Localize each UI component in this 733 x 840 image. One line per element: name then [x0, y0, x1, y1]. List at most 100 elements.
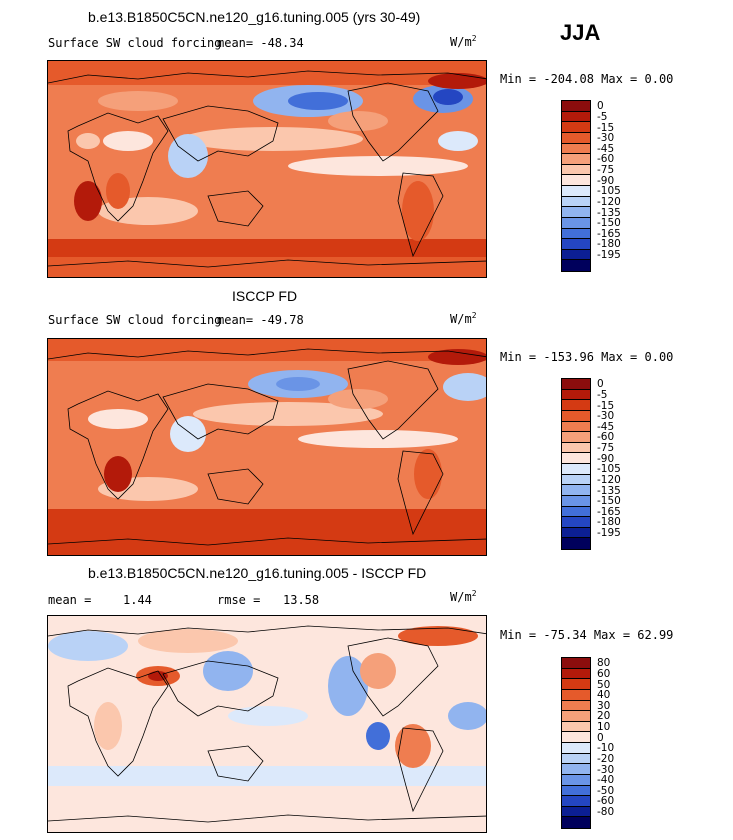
- colorbar-swatch: [562, 668, 590, 680]
- panel1-subtitle: Surface SW cloud forcing: [48, 36, 222, 50]
- colorbar-swatch: [562, 679, 590, 690]
- colorbar-tick-label: 0: [597, 378, 604, 391]
- panel2-minmax: Min = -153.96 Max = 0.00: [500, 350, 674, 364]
- colorbar-swatch: [562, 774, 590, 786]
- colorbar-swatch: [562, 700, 590, 712]
- colorbar-swatch: [562, 658, 590, 669]
- colorbar-swatch: [562, 111, 590, 123]
- colorbar-swatch: [562, 101, 590, 112]
- panel3-mean-value: 1.44: [123, 593, 152, 607]
- colorbar-swatch: [562, 732, 590, 743]
- colorbar-swatch: [562, 711, 590, 722]
- colorbar-swatch: [562, 379, 590, 390]
- colorbar-tick-label: -120: [597, 473, 621, 486]
- colorbar-swatch: [562, 764, 590, 775]
- colorbar-tick-label: -120: [597, 195, 621, 208]
- colorbar-swatch: [562, 464, 590, 475]
- colorbar-tick-label: -50: [597, 784, 615, 797]
- colorbar-swatch: [562, 217, 590, 229]
- panel1-mean: mean= -48.34: [217, 36, 304, 50]
- colorbar-tick-label: -40: [597, 774, 615, 787]
- colorbar-tick-label: -15: [597, 399, 615, 412]
- colorbar-swatch: [562, 389, 590, 401]
- panel2-map: [47, 338, 487, 556]
- panel1-minmax: Min = -204.08 Max = 0.00: [500, 72, 674, 86]
- colorbar-swatch: [562, 207, 590, 218]
- colorbar-swatch: [562, 785, 590, 797]
- colorbar-tick-label: -30: [597, 763, 615, 776]
- colorbar-tick-label: -75: [597, 164, 615, 177]
- colorbar-tick-label: -105: [597, 463, 621, 476]
- colorbar-swatch: [562, 796, 590, 807]
- colorbar-tick-label: -165: [597, 227, 621, 240]
- panel2-subtitle: Surface SW cloud forcing: [48, 313, 222, 327]
- colorbar-swatch: [562, 132, 590, 144]
- colorbar-tick-label: 50: [597, 678, 611, 691]
- colorbar-tick-label: -60: [597, 795, 615, 808]
- colorbar-tick-label: -45: [597, 142, 615, 155]
- panel2-title: ISCCP FD: [232, 288, 298, 304]
- colorbar-swatch: [562, 743, 590, 754]
- panel3-colorbar: [561, 657, 591, 829]
- colorbar-swatch: [562, 453, 590, 464]
- panel1-map: [47, 60, 487, 278]
- panel3-rmse-label: rmse =: [217, 593, 261, 607]
- panel3-minmax: Min = -75.34 Max = 62.99: [500, 628, 674, 642]
- season-label: JJA: [560, 20, 601, 45]
- colorbar-tick-label: -10: [597, 742, 615, 755]
- colorbar-tick-label: -60: [597, 431, 615, 444]
- colorbar-tick-label: -195: [597, 527, 621, 540]
- colorbar-swatch: [562, 410, 590, 422]
- colorbar-tick-label: 0: [597, 731, 604, 744]
- colorbar-swatch: [562, 196, 590, 208]
- colorbar-tick-label: -5: [597, 388, 608, 401]
- colorbar-tick-label: 60: [597, 667, 611, 680]
- colorbar-tick-label: -5: [597, 110, 608, 123]
- panel1-units: W/m2: [450, 34, 477, 49]
- colorbar-tick-label: -30: [597, 410, 615, 423]
- colorbar-swatch: [562, 228, 590, 240]
- panel3-field: [48, 616, 486, 832]
- panel1-colorbar: [561, 100, 591, 272]
- colorbar-tick-label: 80: [597, 657, 611, 670]
- colorbar-tick-label: -75: [597, 442, 615, 455]
- colorbar-tick-label: -60: [597, 153, 615, 166]
- colorbar-swatch: [562, 249, 590, 261]
- colorbar-swatch: [562, 186, 590, 197]
- panel3-rmse-value: 13.58: [283, 593, 320, 607]
- colorbar-tick-label: -15: [597, 121, 615, 134]
- colorbar-swatch: [562, 260, 590, 271]
- colorbar-tick-label: 10: [597, 721, 611, 734]
- colorbar-tick-label: 40: [597, 689, 611, 702]
- colorbar-tick-label: -90: [597, 452, 615, 465]
- colorbar-swatch: [562, 154, 590, 165]
- colorbar-swatch: [562, 753, 590, 765]
- colorbar-tick-label: -135: [597, 206, 621, 219]
- colorbar-swatch: [562, 485, 590, 496]
- colorbar-swatch: [562, 538, 590, 549]
- panel2-units: W/m2: [450, 311, 477, 326]
- colorbar-swatch: [562, 143, 590, 155]
- colorbar-swatch: [562, 721, 590, 733]
- colorbar-swatch: [562, 421, 590, 433]
- colorbar-tick-label: -150: [597, 217, 621, 230]
- colorbar-tick-label: -80: [597, 806, 615, 819]
- colorbar-swatch: [562, 239, 590, 250]
- colorbar-swatch: [562, 164, 590, 176]
- colorbar-tick-label: 20: [597, 710, 611, 723]
- colorbar-tick-label: -165: [597, 505, 621, 518]
- colorbar-swatch: [562, 495, 590, 507]
- colorbar-swatch: [562, 122, 590, 133]
- colorbar-tick-label: -30: [597, 132, 615, 145]
- colorbar-swatch: [562, 689, 590, 701]
- colorbar-swatch: [562, 400, 590, 411]
- panel2-mean: mean= -49.78: [217, 313, 304, 327]
- colorbar-tick-label: -45: [597, 420, 615, 433]
- colorbar-swatch: [562, 817, 590, 828]
- colorbar-swatch: [562, 527, 590, 539]
- panel2-colorbar: [561, 378, 591, 550]
- colorbar-tick-label: -180: [597, 516, 621, 529]
- panel3-mean-label: mean =: [48, 593, 92, 607]
- panel1-field: [48, 61, 486, 277]
- colorbar-tick-label: -150: [597, 495, 621, 508]
